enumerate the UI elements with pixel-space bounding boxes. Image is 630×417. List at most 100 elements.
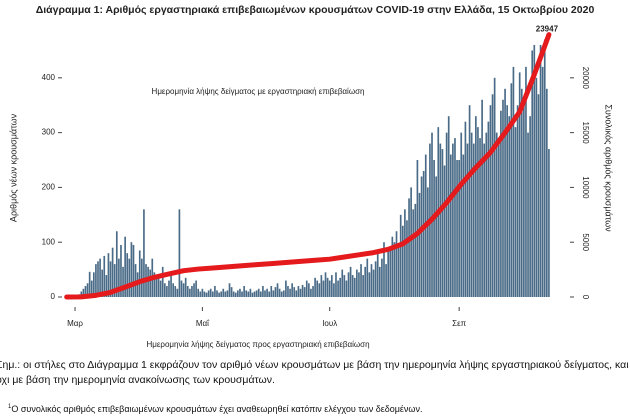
bar [92,272,95,297]
bar [297,286,300,297]
bar [399,214,402,297]
bar [378,266,381,297]
bar [439,143,442,297]
bar [232,291,235,297]
bar [523,99,525,297]
bar [228,283,231,297]
bar [472,143,475,297]
bar [186,286,189,297]
bar [182,283,185,297]
bar [358,272,360,297]
bar [322,280,325,297]
bar [193,283,195,297]
bar [320,275,323,297]
bar [426,187,429,297]
cumulative-line [64,32,552,300]
bar [224,291,227,297]
bar [393,242,396,297]
bar [147,266,149,297]
y2-tick-label: 20000 [581,67,590,90]
bar [130,242,133,297]
annotation: 23947 [536,25,559,34]
bar [174,286,177,297]
bar [95,264,97,297]
x-tick-label: Μαρ [67,319,83,328]
bar [303,287,306,297]
bar [90,280,93,297]
bar [470,132,473,297]
y-tick-label: 300 [42,128,56,137]
bar [464,121,467,298]
bar [372,269,375,297]
bar [362,275,364,297]
bar [259,291,262,297]
bar [508,116,511,297]
bar [285,280,287,297]
bar [497,143,500,297]
bar [504,88,506,298]
bar [489,105,492,298]
bar [274,287,277,297]
bar [272,290,275,297]
bar [443,165,446,297]
bar [155,275,158,297]
bar [360,264,362,297]
bar [105,275,108,297]
bar [264,290,266,297]
bar [199,291,202,297]
bar [483,143,486,297]
bar [161,266,164,297]
bar [168,280,170,297]
bar [349,266,352,297]
footnote-text: Ο συνολικός αριθμός επιβεβαιωμένων κρουσ… [11,404,423,414]
bar [201,288,204,297]
bar [262,286,264,297]
bar [128,258,131,297]
bar [301,284,304,297]
bar [481,99,483,297]
bar [159,280,162,297]
bar [316,280,319,297]
bar [97,261,99,297]
bar [495,132,498,297]
bar [214,286,216,297]
bar [207,290,210,297]
y-tick-label: 400 [42,73,56,82]
bar [328,280,331,297]
bar [291,283,293,297]
bar [124,236,126,297]
bar [447,116,450,297]
bar [226,290,229,297]
bar [548,149,550,297]
bar [120,244,122,297]
bar [82,288,85,297]
bar [418,192,421,297]
bar [502,99,504,297]
x-tick-label: Σεπ [452,319,467,328]
bar [220,291,223,297]
bar [366,258,369,297]
bar [293,287,296,297]
bar [356,269,358,297]
bar [176,288,179,297]
bar [433,160,435,297]
bar [234,292,237,297]
bar [230,287,233,297]
bar [408,198,410,297]
bar [178,209,181,297]
bar [170,272,172,297]
bar [374,261,377,297]
bar [376,253,379,297]
y2-tick-label: 0 [581,295,590,300]
bar [195,280,197,297]
bar [80,291,83,297]
bar [239,288,241,297]
bar [493,77,496,297]
bar [126,253,129,297]
bar [107,253,110,297]
y2-tick-label: 5000 [581,233,590,251]
bar [337,280,339,297]
bar [163,283,166,297]
bar [518,72,521,298]
